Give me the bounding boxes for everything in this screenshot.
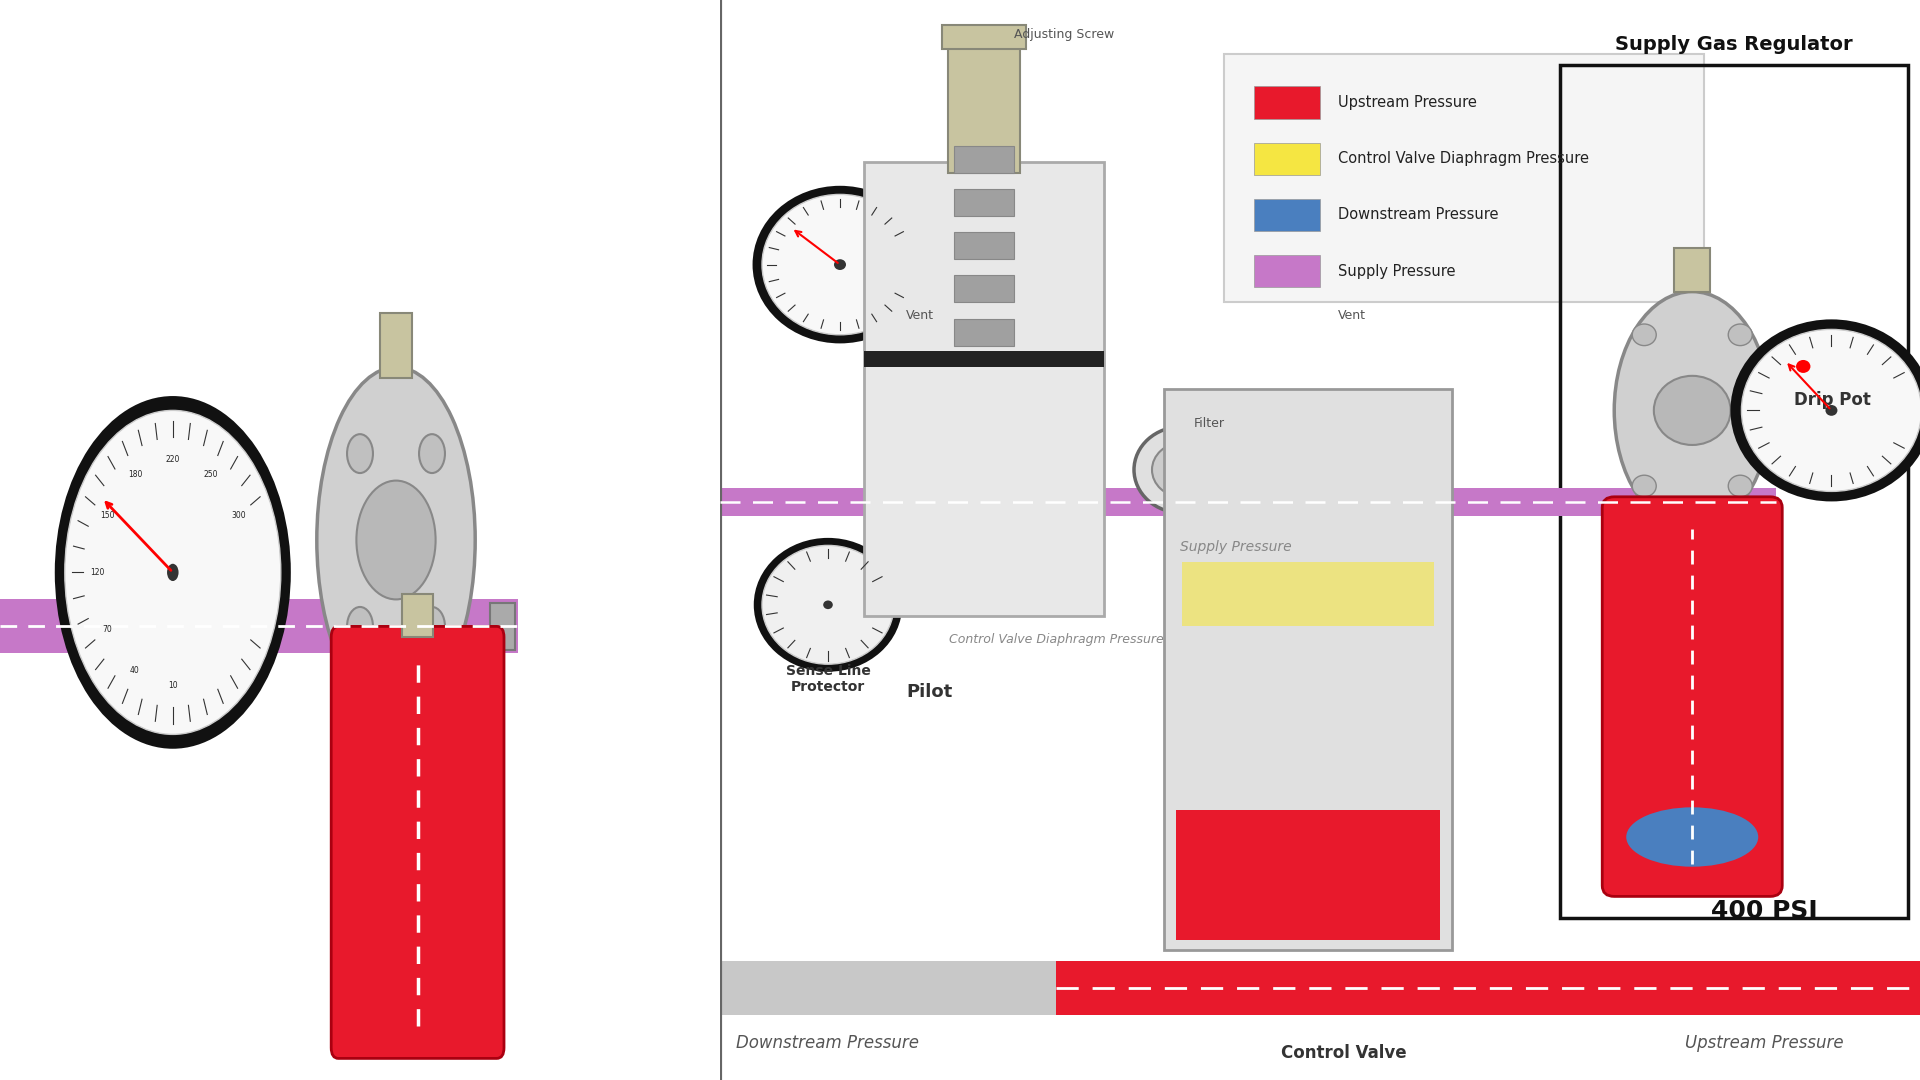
Circle shape (1732, 321, 1920, 500)
Bar (954, 319, 1014, 346)
Circle shape (762, 194, 918, 335)
Text: Upstream Pressure: Upstream Pressure (1338, 95, 1476, 110)
Text: Sense Line
Protector: Sense Line Protector (785, 664, 870, 694)
Text: Drip Pot: Drip Pot (1793, 391, 1870, 409)
Text: Vent: Vent (906, 309, 933, 322)
Bar (864, 351, 1104, 367)
Text: Supply Pressure: Supply Pressure (1181, 540, 1292, 554)
Circle shape (348, 607, 372, 646)
Circle shape (1728, 324, 1753, 346)
Text: Supply Gas Regulator: Supply Gas Regulator (1615, 35, 1853, 54)
Text: Downstream Pressure: Downstream Pressure (1338, 207, 1498, 222)
Circle shape (348, 434, 372, 473)
FancyBboxPatch shape (1164, 389, 1452, 950)
FancyBboxPatch shape (1225, 54, 1705, 302)
FancyBboxPatch shape (330, 626, 503, 1058)
Text: 400 PSI: 400 PSI (1711, 899, 1818, 923)
Circle shape (419, 434, 445, 473)
Text: 250: 250 (204, 470, 217, 478)
Bar (954, 275, 1014, 302)
Circle shape (65, 410, 280, 734)
Circle shape (167, 564, 179, 581)
Text: 10: 10 (167, 681, 179, 690)
Circle shape (357, 481, 436, 599)
Text: Control Valve Diaphragm Pressure: Control Valve Diaphragm Pressure (1338, 151, 1590, 166)
Text: Upstream Pressure: Upstream Pressure (1684, 1034, 1843, 1052)
Text: 70: 70 (102, 624, 111, 634)
Circle shape (753, 187, 925, 342)
Circle shape (419, 607, 445, 646)
Text: The supply gas regulator reduces the upstream
pressure to 30 PSI to provide supp: The supply gas regulator reduces the ups… (36, 130, 555, 205)
Text: 300: 300 (230, 511, 246, 521)
Circle shape (833, 259, 847, 270)
Circle shape (755, 539, 900, 671)
Bar (954, 146, 1014, 173)
Ellipse shape (1626, 807, 1759, 866)
Text: Filter: Filter (1194, 417, 1225, 430)
Bar (954, 189, 1014, 216)
Text: Vent: Vent (1338, 309, 1365, 322)
Circle shape (1632, 475, 1657, 497)
Text: 220: 220 (165, 455, 180, 463)
Bar (720, 961, 1920, 1015)
Text: Pilot: Pilot (906, 683, 952, 701)
Circle shape (56, 397, 290, 747)
Bar (380, 648, 413, 713)
Bar (1175, 810, 1440, 940)
Bar (1254, 255, 1321, 287)
Bar (720, 488, 1776, 516)
Circle shape (1653, 376, 1730, 445)
Text: 180: 180 (129, 470, 142, 478)
Bar (0, 599, 518, 653)
Circle shape (824, 600, 833, 609)
Bar (948, 43, 1020, 173)
Bar (401, 594, 434, 637)
Bar (943, 25, 1025, 49)
Bar (954, 232, 1014, 259)
Bar (1254, 143, 1321, 175)
Text: Adjusting Screw: Adjusting Screw (1014, 28, 1114, 41)
FancyBboxPatch shape (864, 162, 1104, 616)
Circle shape (1795, 360, 1811, 373)
Bar (1674, 529, 1711, 572)
Circle shape (1826, 405, 1837, 416)
Bar (1056, 961, 1920, 1015)
Bar (1254, 199, 1321, 231)
Bar (380, 313, 413, 378)
Ellipse shape (317, 367, 476, 713)
Circle shape (1632, 324, 1657, 346)
Bar (1674, 248, 1711, 292)
Text: Supply Pressure: Supply Pressure (1338, 264, 1455, 279)
Circle shape (1135, 427, 1231, 513)
Circle shape (1728, 475, 1753, 497)
Ellipse shape (1615, 292, 1770, 529)
Text: Control Valve Diaphragm Pressure: Control Valve Diaphragm Pressure (948, 633, 1164, 646)
Bar (1254, 86, 1321, 119)
FancyBboxPatch shape (1601, 497, 1782, 896)
Circle shape (762, 545, 895, 664)
Bar (1183, 562, 1434, 626)
Text: 150: 150 (100, 511, 115, 521)
Circle shape (1152, 443, 1212, 497)
Circle shape (1741, 329, 1920, 491)
Text: 120: 120 (90, 568, 104, 577)
Text: Downstream Pressure: Downstream Pressure (737, 1034, 920, 1052)
Bar (490, 603, 515, 650)
Text: Control Valve: Control Valve (1281, 1044, 1407, 1063)
Text: 40: 40 (131, 666, 140, 675)
